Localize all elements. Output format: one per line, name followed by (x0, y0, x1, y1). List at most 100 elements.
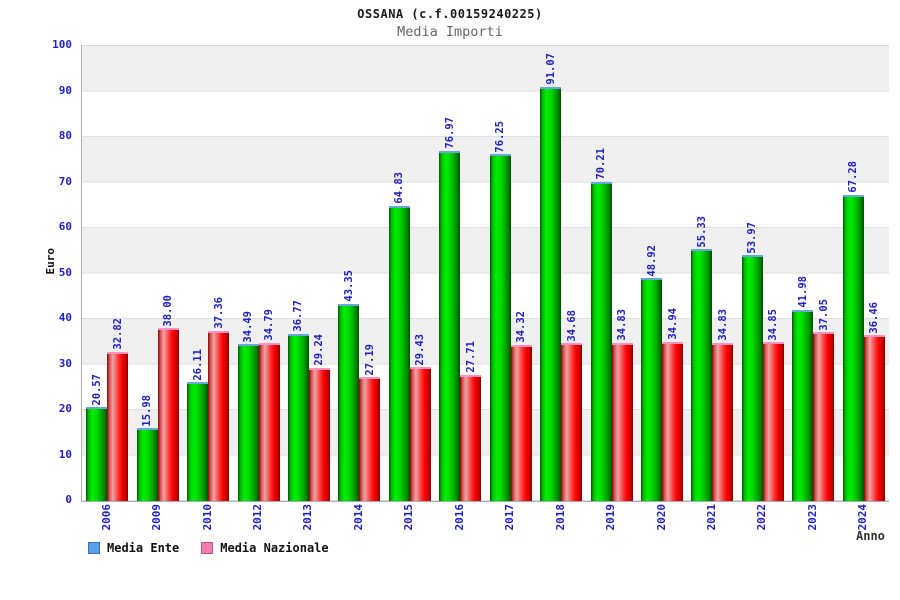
y-axis-label: 100 (52, 38, 72, 51)
bar-value-label: 34.79 (262, 309, 275, 341)
media-nazionale-bar: 34.94 (662, 308, 684, 501)
bar-value-label: 34.83 (716, 308, 729, 341)
bar-value-label: 32.82 (111, 318, 124, 350)
x-axis-label: 2023 (805, 504, 819, 531)
media-ente-bar: 76.25 (489, 121, 511, 501)
media-ente-bar: 36.77 (287, 300, 309, 501)
y-axis-tick-labels: 0 10 20 30 40 50 60 70 80 90 100 (0, 38, 76, 506)
bar-value-label: 41.98 (796, 276, 809, 308)
media-ente-bar: 43.35 (338, 270, 360, 501)
bar-value-label: 70.21 (594, 147, 607, 180)
x-axis-label: 2010 (200, 504, 214, 531)
bar-group-2015: 64.83 29.43 (385, 46, 435, 501)
legend-item-media-nazionale: Media Nazionale (201, 541, 329, 555)
media-nazionale-swatch-icon (201, 542, 214, 554)
media-ente-bar: 91.07 (540, 53, 562, 501)
bar-group-2017: 76.25 34.32 (486, 46, 536, 501)
x-axis-label: 2018 (553, 504, 567, 531)
y-axis-title: Euro (44, 248, 57, 275)
media-nazionale-bar: 32.82 (107, 318, 129, 501)
media-nazionale-bar: 37.05 (813, 299, 835, 501)
media-nazionale-bar: 34.83 (611, 309, 633, 501)
bar-group-2024: 67.28 36.46 (839, 46, 889, 501)
bar-group-2010: 26.11 37.36 (183, 46, 233, 501)
x-axis-label: 2013 (301, 504, 315, 531)
y-axis-label: 90 (58, 83, 72, 97)
x-axis-title: Anno (856, 529, 885, 543)
bar-value-label: 34.85 (767, 308, 780, 341)
bar-value-label: 27.71 (464, 341, 477, 373)
media-ente-bar: 55.33 (691, 216, 713, 501)
x-axis-label: 2020 (654, 504, 668, 531)
x-axis-label: 2012 (251, 504, 265, 531)
media-ente-bar: 34.49 (237, 311, 259, 501)
bar-group-2006: 20.57 32.82 (82, 46, 132, 501)
y-axis-label: 0 (65, 493, 72, 506)
media-nazionale-bar: 27.71 (460, 341, 482, 501)
bar-value-label: 34.32 (514, 311, 527, 343)
x-axis-label: 2006 (99, 504, 113, 531)
media-ente-bar: 70.21 (590, 148, 612, 501)
bar-group-2021: 55.33 34.83 (687, 46, 737, 501)
media-nazionale-bar: 34.83 (712, 309, 734, 501)
bar-value-label: 67.28 (847, 161, 860, 193)
x-axis-label: 2014 (351, 504, 365, 531)
bar-value-label: 48.92 (645, 244, 658, 277)
bar-value-label: 34.94 (666, 308, 679, 340)
y-axis-label: 70 (58, 174, 72, 188)
bar-value-label: 15.98 (140, 394, 153, 427)
y-axis-label: 40 (58, 311, 72, 324)
bar-value-label: 76.97 (443, 117, 456, 149)
plot-area: 20.57 32.82 15.98 38.00 26.11 37.36 34.49 34.79… (81, 45, 889, 502)
bar-group-2009: 15.98 38.00 (132, 46, 182, 501)
bar-value-label: 64.83 (393, 172, 406, 204)
media-ente-bar: 53.97 (741, 222, 763, 501)
x-axis-label: 2017 (503, 504, 517, 531)
y-axis-label: 10 (58, 447, 72, 461)
x-axis-tick-labels: 2006 2009 2010 2012 2013 2014 2015 2016 2017 2018… (81, 504, 888, 546)
y-axis-label: 60 (58, 220, 72, 233)
media-ente-bar: 67.28 (842, 161, 864, 501)
bar-group-2016: 76.97 27.71 (435, 46, 485, 501)
bar-group-2012: 34.49 34.79 (233, 46, 283, 501)
media-ente-bar: 64.83 (388, 172, 410, 501)
legend-item-media-ente: Media Ente (88, 541, 179, 555)
bar-value-label: 43.35 (342, 270, 355, 302)
bar-value-label: 36.46 (868, 301, 881, 334)
chart-title: OSSANA (c.f.00159240225) (357, 7, 543, 21)
x-axis-label: 2022 (755, 504, 769, 531)
media-ente-bar: 76.97 (439, 117, 461, 501)
media-ente-bar: 48.92 (641, 245, 663, 501)
y-axis-label: 20 (58, 402, 72, 415)
bar-group-2018: 91.07 34.68 (536, 46, 586, 501)
media-ente-bar: 15.98 (136, 395, 158, 501)
legend: Media Ente Media Nazionale (88, 541, 329, 555)
media-nazionale-bar: 34.32 (510, 311, 532, 501)
x-axis-label: 2015 (402, 504, 416, 531)
media-nazionale-bar: 37.36 (208, 297, 230, 501)
bar-value-label: 37.36 (212, 297, 225, 329)
bar-value-label: 34.49 (241, 310, 254, 343)
bar-value-label: 26.11 (191, 348, 204, 381)
bar-group-2023: 41.98 37.05 (788, 46, 838, 501)
bar-value-label: 91.07 (544, 53, 557, 85)
bar-value-label: 53.97 (746, 221, 759, 254)
media-nazionale-bar: 34.79 (258, 309, 280, 501)
bar-value-label: 29.43 (414, 333, 427, 366)
legend-label: Media Nazionale (220, 541, 329, 555)
x-axis-label: 2021 (704, 504, 718, 531)
bar-group-2019: 70.21 34.83 (586, 46, 636, 501)
bar-value-label: 34.83 (615, 308, 628, 341)
bar-group-2020: 48.92 34.94 (637, 46, 687, 501)
bar-value-label: 36.77 (292, 300, 305, 332)
media-nazionale-bar: 34.85 (762, 309, 784, 501)
x-axis-label: 2016 (452, 504, 466, 531)
x-axis-label: 2024 (856, 504, 870, 531)
bar-group-2013: 36.77 29.24 (284, 46, 334, 501)
media-nazionale-bar: 27.19 (359, 344, 381, 501)
media-nazionale-bar: 36.46 (863, 302, 885, 501)
bar-value-label: 34.68 (565, 309, 578, 342)
bar-value-label: 37.05 (817, 298, 830, 331)
bar-group-2014: 43.35 27.19 (334, 46, 384, 501)
